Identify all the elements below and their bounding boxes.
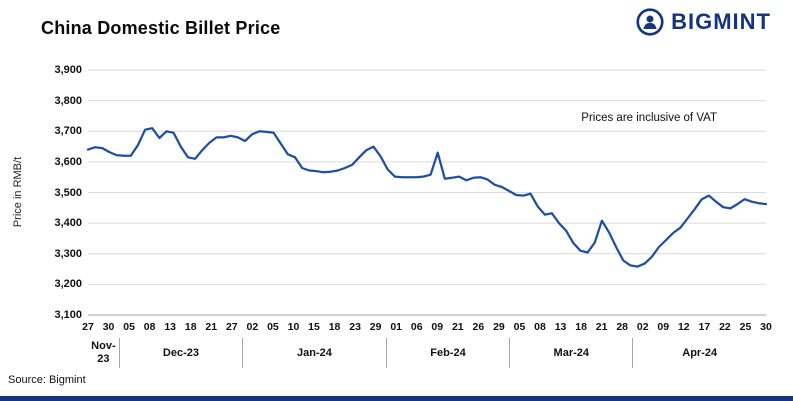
x-tick-label: 22 (719, 321, 731, 333)
x-tick-label: 02 (246, 321, 259, 333)
x-tick-label: 08 (143, 321, 156, 333)
month-group-label: Mar-24 (509, 338, 632, 368)
y-tick-label: 3,100 (54, 309, 82, 321)
month-group-label: Feb-24 (385, 338, 509, 368)
x-tick-label: 23 (349, 321, 361, 333)
y-tick-label: 3,200 (54, 278, 82, 291)
x-tick-label: 27 (225, 321, 238, 333)
month-group-label: Jan-24 (242, 338, 386, 368)
vat-annotation: Prices are inclusive of VAT (581, 112, 717, 124)
x-tick-label: 13 (164, 321, 177, 333)
y-axis-ticks: 3,900 3,800 3,700 3,600 3,500 3,400 3,300 3,200… (30, 64, 82, 321)
billet-price-line (86, 127, 768, 268)
y-tick-label: 3,900 (54, 64, 82, 76)
x-tick-label: 01 (390, 321, 403, 333)
x-tick-label: 18 (328, 321, 341, 333)
bigmint-logo-text: BIGMINT (671, 9, 771, 34)
x-tick-label: 21 (595, 321, 608, 333)
x-tick-label: 25 (739, 321, 752, 333)
x-tick-label: 06 (410, 321, 423, 333)
x-tick-label: 29 (369, 321, 382, 333)
x-tick-label: 02 (636, 321, 649, 333)
x-tick-label: 21 (451, 321, 464, 333)
source-note: Source: Bigmint (8, 374, 86, 386)
x-tick-label: 10 (287, 321, 300, 333)
x-tick-label: 28 (616, 321, 629, 333)
x-tick-label: 08 (534, 321, 546, 333)
x-tick-label: 12 (677, 321, 690, 333)
month-group-label: Nov-23 (91, 340, 116, 365)
bottom-accent-bar (0, 396, 793, 401)
x-axis-month-groups: Nov-23 Dec-23 Jan-24 Feb-24 Mar-24 Apr-24 (88, 338, 766, 368)
x-tick-label: 26 (472, 321, 485, 333)
x-tick-label: 05 (267, 321, 279, 333)
x-tick-label: 17 (698, 321, 711, 333)
x-axis-ticks: 27 30 05 08 13 18 21 27 02 05 10 15 18 23 29 01 06 09 21 26… (82, 321, 772, 335)
x-tick-label: 30 (102, 321, 115, 333)
x-tick-label: 18 (184, 321, 197, 333)
y-axis-title: Price in RMB/t (12, 156, 24, 228)
x-tick-label: 05 (513, 321, 526, 333)
y-tick-label: 3,700 (54, 125, 82, 138)
page-title: China Domestic Billet Price (41, 18, 281, 38)
x-tick-label: 21 (205, 321, 218, 333)
y-tick-label: 3,400 (54, 217, 82, 230)
x-tick-label: 27 (82, 321, 94, 333)
x-tick-label: 30 (760, 321, 772, 333)
x-tick-label: 13 (554, 321, 567, 333)
y-tick-label: 3,300 (54, 247, 82, 260)
miner-in-circle-icon (636, 8, 664, 36)
y-tick-label: 3,800 (54, 94, 82, 107)
month-group-label: Apr-24 (632, 338, 766, 368)
x-tick-label: 18 (575, 321, 587, 333)
y-tick-label: 3,500 (54, 186, 82, 199)
bigmint-logo: BIGMINT (636, 8, 771, 36)
x-tick-label: 15 (308, 321, 320, 333)
y-tick-label: 3,600 (54, 155, 82, 168)
x-tick-label: 09 (657, 321, 670, 333)
month-group-label: Dec-23 (118, 338, 242, 368)
x-tick-label: 09 (431, 321, 444, 333)
x-tick-label: 29 (493, 321, 505, 333)
x-tick-label: 05 (123, 321, 135, 333)
plot-area (86, 69, 768, 316)
